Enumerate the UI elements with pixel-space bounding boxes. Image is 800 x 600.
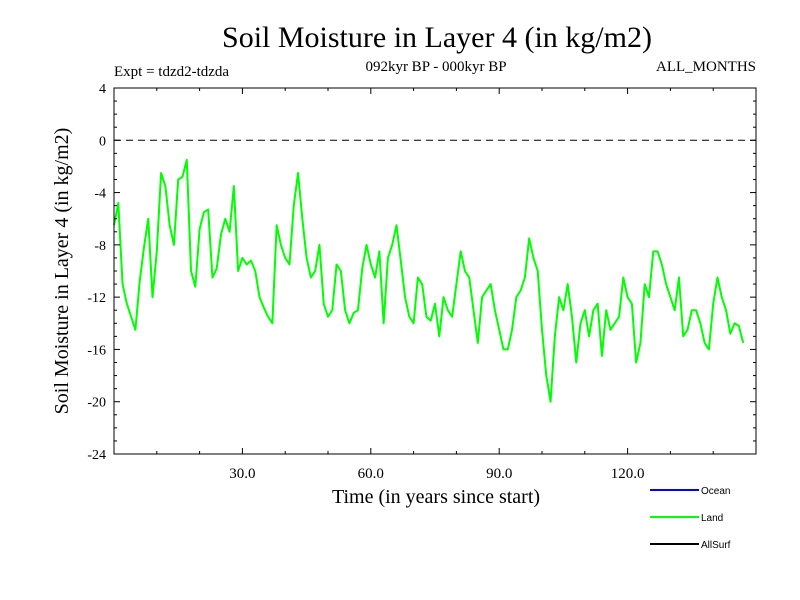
y-axis-label: Soil Moisture in Layer 4 (in kg/m2) (51, 128, 73, 415)
x-tick-label: 90.0 (486, 466, 512, 482)
y-tick-label: -16 (87, 343, 106, 358)
legend-label-land: Land (701, 513, 723, 524)
x-axis: 30.0 60.0 90.0 120.0 (156, 88, 714, 482)
y-tick-label: -8 (94, 239, 106, 254)
legend-label-ocean: Ocean (701, 486, 730, 497)
y-tick-label: -12 (87, 291, 106, 306)
x-tick-label: 120.0 (611, 466, 645, 482)
y-tick-label: -20 (87, 396, 106, 411)
chart-title: Soil Moisture in Layer 4 (in kg/m2) (222, 21, 652, 54)
y-tick-label: -4 (94, 187, 106, 202)
period-label: 092kyr BP - 000kyr BP (365, 59, 506, 75)
y-tick-label: -24 (87, 448, 106, 463)
x-axis-label: Time (in years since start) (332, 486, 540, 508)
series-line-land (113, 158, 745, 403)
x-tick-label: 60.0 (358, 466, 384, 482)
y-tick-label: 0 (99, 134, 106, 149)
months-label: ALL_MONTHS (656, 59, 756, 75)
legend: Ocean Land AllSurf (650, 486, 731, 551)
y-tick-label: 4 (99, 82, 106, 97)
y-axis: 4 0 -4 -8 -12 -16 -20 -24 (87, 82, 756, 463)
experiment-label: Expt = tdzd2-tdzda (114, 64, 229, 80)
x-tick-label: 30.0 (229, 466, 255, 482)
plot-area (113, 139, 756, 403)
legend-label-allsurf: AllSurf (701, 540, 731, 551)
